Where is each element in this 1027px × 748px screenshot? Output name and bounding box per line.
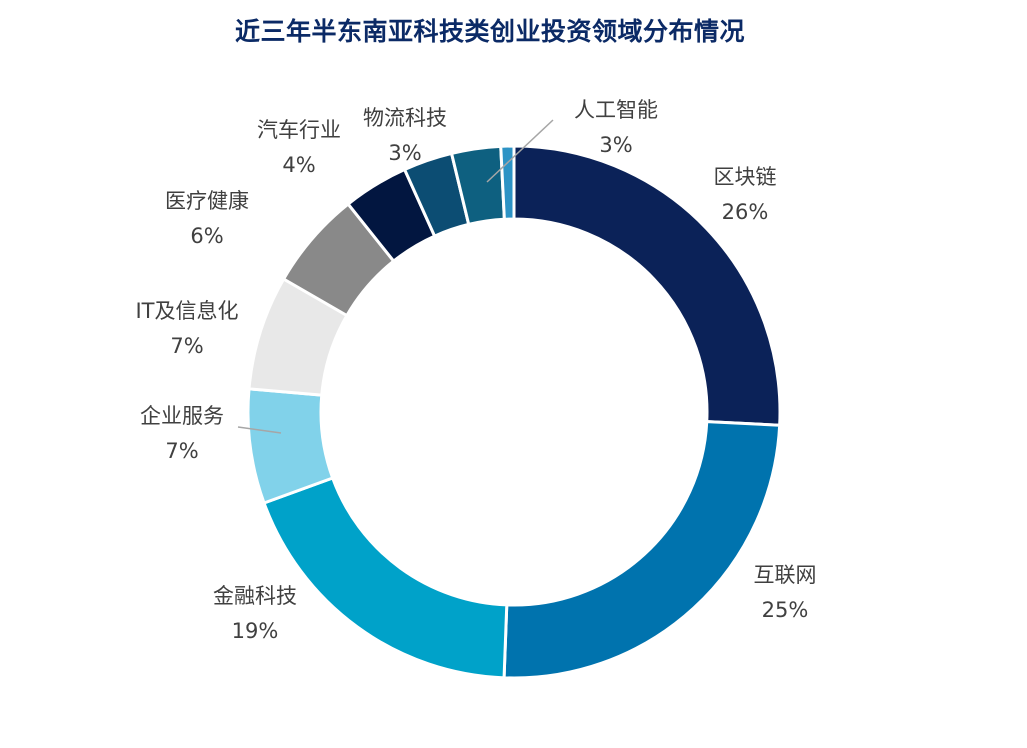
slice-label-value-automotive: 4% [282, 153, 315, 177]
donut-slice-fintech [262, 476, 509, 680]
leader-line-enterprise-services [237, 426, 282, 434]
slice-label-value-internet: 25% [762, 598, 809, 622]
donut-slice-other [499, 144, 516, 221]
slice-label-name-enterprise-services: 企业服务 [140, 404, 224, 428]
slice-label-value-healthcare: 6% [190, 224, 223, 248]
leader-line-artificial-intelligence [486, 119, 554, 183]
slice-label-name-healthcare: 医疗健康 [165, 189, 249, 213]
donut-slices [246, 144, 782, 680]
slice-label-name-blockchain: 区块链 [714, 165, 777, 189]
slice-label-name-internet: 互联网 [754, 563, 817, 587]
slice-label-name-artificial-intelligence: 人工智能 [574, 98, 658, 122]
chart-title: 近三年半东南亚科技类创业投资领域分布情况 [234, 17, 745, 46]
slice-label-value-enterprise-services: 7% [165, 439, 198, 463]
slice-label-value-artificial-intelligence: 3% [599, 133, 632, 157]
slice-label-name-logistics-tech: 物流科技 [363, 106, 447, 130]
slice-label-name-fintech: 金融科技 [213, 584, 297, 608]
slice-label-name-automotive: 汽车行业 [257, 118, 341, 142]
slice-label-value-logistics-tech: 3% [388, 141, 421, 165]
slice-label-value-it-informatization: 7% [170, 334, 203, 358]
slice-label-value-blockchain: 26% [722, 200, 769, 224]
slice-label-name-it-informatization: IT及信息化 [135, 299, 238, 323]
donut-slice-internet [502, 420, 782, 680]
slice-labels: 区块链 26% 互联网 25% 金融科技 19% 企业服务 7% IT及信息化 7% 医疗健康 6% 汽… [135, 98, 816, 643]
slice-label-value-fintech: 19% [232, 619, 279, 643]
leader-lines [237, 119, 554, 434]
